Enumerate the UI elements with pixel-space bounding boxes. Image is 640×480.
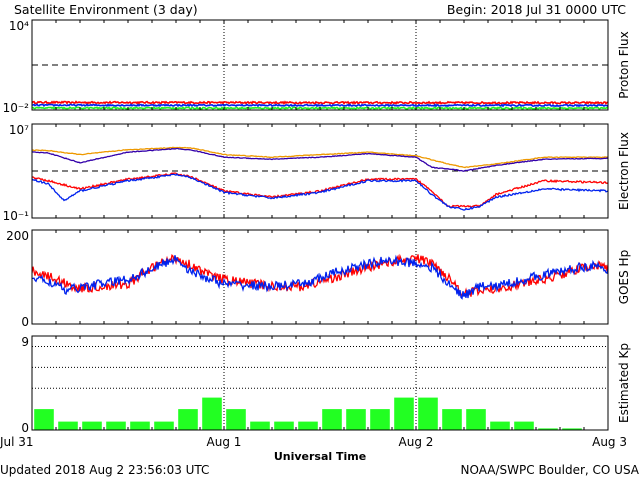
x-date-label: Jul 31: [0, 435, 34, 449]
kp-series-group: [34, 397, 582, 430]
electron-series-blue: [32, 172, 608, 211]
kp-bar: [178, 409, 198, 430]
kp-bar: [418, 397, 438, 430]
kp-bar: [562, 428, 582, 430]
electron-frame: [31, 123, 609, 219]
begin-timestamp: Begin: 2018 Jul 31 0000 UTC: [447, 2, 626, 17]
x-axis-title: Universal Time: [274, 450, 366, 463]
proton-ytick-top-label: 10⁴: [9, 19, 29, 33]
electron-panel: 10⁷ 10⁻¹ Electron Flux: [3, 123, 631, 223]
hp-axis-label: GOES Hp: [617, 250, 631, 304]
kp-bar: [490, 421, 510, 430]
electron-ytick-bottom-label: 10⁻¹: [3, 209, 30, 223]
kp-bar: [442, 409, 462, 430]
proton-panel: 10⁴ 10⁻² Proton Flux: [3, 19, 631, 115]
kp-bar: [370, 409, 390, 430]
updated-timestamp: Updated 2018 Aug 2 23:56:03 UTC: [0, 463, 209, 477]
electron-series-group: [32, 146, 608, 211]
kp-bar: [82, 421, 102, 430]
electron-axis-label: Electron Flux: [617, 132, 631, 210]
kp-bar: [466, 409, 486, 430]
proton-series-blue: [32, 103, 608, 108]
kp-bar: [202, 397, 222, 430]
kp-axis-label: Estimated Kp: [617, 343, 631, 423]
noaa-credit: NOAA/SWPC Boulder, CO USA: [461, 463, 640, 477]
hp-panel: 200 0 GOES Hp: [6, 229, 631, 329]
kp-ytick-top-label: 9: [21, 335, 29, 349]
panels-group: 10⁴ 10⁻² Proton Flux 10⁷ 10⁻¹ Electron Flux 20…: [0, 19, 631, 449]
electron-series-purple: [32, 147, 608, 172]
kp-bar: [250, 421, 270, 430]
kp-bar: [514, 421, 534, 430]
kp-bar: [130, 421, 150, 430]
x-date-label: Aug 2: [399, 435, 434, 449]
kp-bar: [34, 409, 54, 430]
electron-ytick-top-label: 10⁷: [9, 123, 29, 137]
proton-series-red: [32, 100, 608, 106]
kp-ytick-bottom-label: 0: [21, 421, 29, 435]
hp-ytick-bottom-label: 0: [21, 315, 29, 329]
kp-bar: [346, 409, 366, 430]
kp-bar: [298, 421, 318, 430]
kp-bar: [394, 397, 414, 430]
proton-axis-label: Proton Flux: [617, 31, 631, 98]
kp-bar: [226, 409, 246, 430]
hp-series-blue: [32, 254, 608, 300]
proton-ytick-bottom-label: 10⁻²: [3, 101, 30, 115]
kp-frame: [31, 335, 609, 431]
electron-series-orange: [32, 146, 608, 169]
x-date-label: Aug 1: [207, 435, 242, 449]
kp-bar: [106, 421, 126, 430]
kp-bar: [538, 428, 558, 430]
chart-title: Satellite Environment (3 day): [14, 2, 198, 17]
x-date-label: Aug 3: [592, 435, 627, 449]
proton-frame: [31, 19, 609, 111]
kp-bar: [58, 421, 78, 430]
hp-series-group: [32, 253, 608, 300]
hp-ytick-top-label: 200: [6, 229, 29, 243]
kp-bar: [274, 421, 294, 430]
kp-bar: [154, 421, 174, 430]
kp-panel: 9 0 Estimated Kp: [21, 335, 631, 435]
electron-series-red: [32, 172, 608, 209]
kp-bar: [322, 409, 342, 430]
